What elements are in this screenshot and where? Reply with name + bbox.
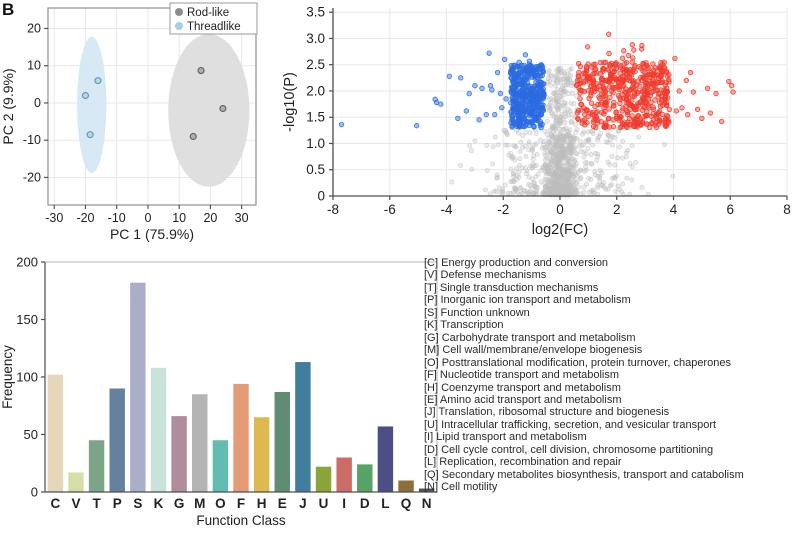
svg-text:-10: -10 — [108, 211, 126, 225]
svg-text:Threadlike: Threadlike — [187, 21, 241, 33]
pca-scatter-plot: -30 -20 -10 0 10 20 30 -20 -10 0 10 20 PC 1 (75.9%) P… — [0, 2, 258, 242]
svg-text:3.0: 3.0 — [306, 31, 325, 46]
panel-label: B — [2, 0, 15, 19]
svg-text:U: U — [319, 496, 329, 511]
svg-text:T: T — [92, 496, 101, 511]
cog-legend-entry: [D] Cell cycle control, cell division, c… — [424, 443, 714, 456]
cog-legend-entry: [Q] Secondary metabolites biosynthesis, … — [424, 468, 744, 481]
svg-text:E: E — [278, 496, 287, 511]
cog-legend-entry: [T] Single transduction mechanisms — [424, 281, 599, 294]
svg-text:PC 2 (9.9%): PC 2 (9.9%) — [0, 68, 16, 144]
svg-text:-4: -4 — [440, 202, 452, 217]
svg-text:-10: -10 — [23, 133, 41, 147]
svg-text:20: 20 — [27, 21, 41, 35]
cog-legend-entry: [S] Function unknown — [424, 306, 530, 319]
svg-text:Q: Q — [401, 496, 412, 511]
cog-bar-chart: 0 50 100 150 200 C V T P S K G M O F H E J U I D L Q N Function … — [0, 255, 438, 528]
cog-legend-entry: [H] Coenzyme transport and metabolism — [424, 381, 621, 394]
svg-text:150: 150 — [16, 312, 38, 327]
svg-text:-8: -8 — [327, 202, 339, 217]
svg-text:L: L — [381, 496, 389, 511]
svg-text:Function Class: Function Class — [196, 513, 286, 528]
cog-legend-entry: [J] Translation, ribosomal structure and… — [424, 406, 670, 419]
svg-text:-6: -6 — [384, 202, 396, 217]
svg-text:2.0: 2.0 — [306, 83, 325, 98]
volcano-plot: -8 -6 -4 -2 0 2 4 6 8 0 0.5 1.0 1.5 2.0 2.5 3.0 3.5 log2(… — [282, 5, 791, 238]
svg-text:-2: -2 — [497, 202, 509, 217]
svg-text:1.0: 1.0 — [306, 136, 325, 151]
cog-legend-entry: [L] Replication, recombination and repai… — [424, 456, 622, 469]
svg-text:50: 50 — [24, 427, 38, 442]
svg-text:0.5: 0.5 — [306, 162, 325, 177]
cog-legend-entry: [C] Energy production and conversion — [424, 257, 609, 269]
svg-text:2: 2 — [613, 202, 621, 217]
svg-text:4: 4 — [670, 202, 678, 217]
svg-text:P: P — [113, 496, 122, 511]
svg-text:K: K — [154, 496, 164, 511]
svg-text:F: F — [237, 496, 245, 511]
cog-legend-entry: [K] Transcription — [424, 319, 504, 332]
svg-text:2.5: 2.5 — [306, 57, 325, 72]
cog-legend-entry: [N] Cell motility — [424, 481, 498, 494]
svg-text:200: 200 — [16, 255, 38, 270]
cog-legend-entry: [U] Intracellular trafficking, secretion… — [424, 418, 717, 431]
svg-text:log2(FC): log2(FC) — [532, 222, 588, 238]
svg-text:H: H — [257, 496, 267, 511]
svg-text:-30: -30 — [45, 211, 63, 225]
cog-legend-entry: [O] Posttranslational modification, prot… — [424, 356, 731, 369]
svg-text:G: G — [174, 496, 185, 511]
cog-legend-entry: [I] Lipid transport and metabolism — [424, 431, 587, 444]
svg-text:Frequency: Frequency — [0, 345, 15, 409]
svg-text:10: 10 — [172, 211, 186, 225]
svg-text:-20: -20 — [23, 170, 41, 184]
svg-text:O: O — [215, 496, 226, 511]
svg-text:0: 0 — [34, 96, 41, 110]
svg-text:J: J — [299, 496, 307, 511]
svg-text:0: 0 — [556, 202, 564, 217]
svg-text:S: S — [133, 496, 142, 511]
cog-legend-entry: [F] Nucleotide transport and metabolism — [424, 369, 620, 382]
svg-text:-log10(P): -log10(P) — [282, 72, 298, 132]
svg-text:D: D — [360, 496, 370, 511]
svg-text:8: 8 — [783, 202, 791, 217]
cog-legend-list: [C] Energy production and conversion [V] … — [424, 257, 800, 494]
svg-text:Rod-like: Rod-like — [187, 7, 229, 19]
svg-text:0: 0 — [144, 211, 151, 225]
cog-legend-entry: [V] Defense mechanisms — [424, 269, 547, 282]
cog-legend-entry: [M] Cell wall/membrane/envelope biogenes… — [424, 344, 643, 357]
svg-text:-20: -20 — [76, 211, 94, 225]
svg-text:6: 6 — [726, 202, 734, 217]
svg-text:20: 20 — [203, 211, 217, 225]
cog-legend-entry: [P] Inorganic ion transport and metaboli… — [424, 294, 631, 307]
svg-text:M: M — [194, 496, 205, 511]
svg-text:30: 30 — [235, 211, 249, 225]
svg-text:C: C — [50, 496, 60, 511]
svg-text:0: 0 — [31, 485, 38, 500]
svg-text:0: 0 — [317, 189, 325, 204]
svg-text:1.5: 1.5 — [306, 110, 325, 125]
svg-text:10: 10 — [27, 59, 41, 73]
svg-text:PC 1 (75.9%): PC 1 (75.9%) — [110, 226, 194, 242]
svg-text:V: V — [71, 496, 80, 511]
svg-text:3.5: 3.5 — [306, 5, 325, 20]
svg-text:100: 100 — [16, 370, 38, 385]
svg-text:N: N — [422, 496, 432, 511]
cog-legend-entry: [G] Carbohydrate transport and metabolis… — [424, 331, 636, 344]
svg-text:I: I — [342, 496, 346, 511]
cog-legend-entry: [E] Amino acid transport and metabolism — [424, 393, 622, 406]
